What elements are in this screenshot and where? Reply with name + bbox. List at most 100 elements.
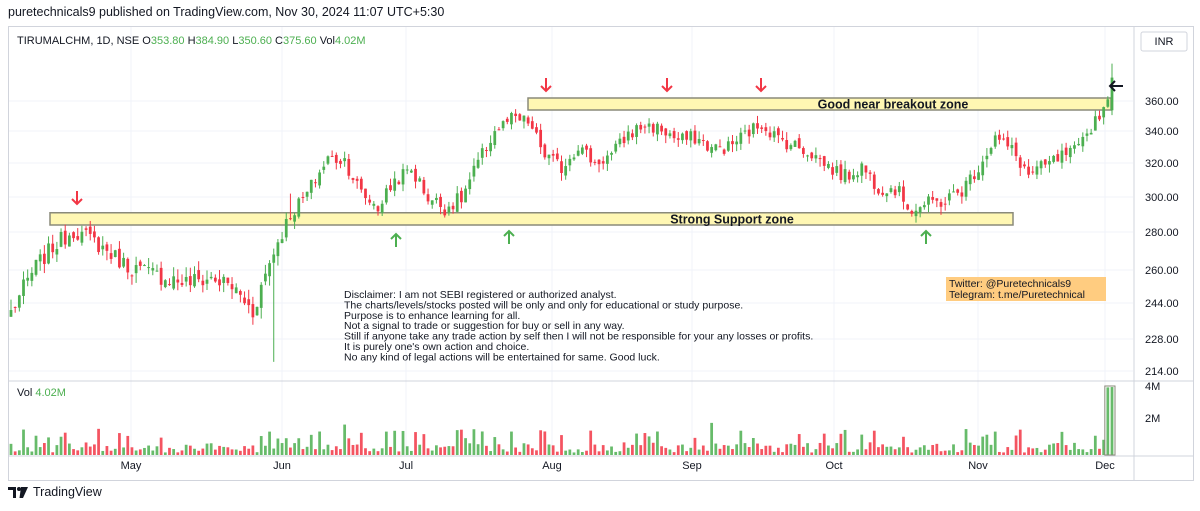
- candle[interactable]: [1048, 155, 1051, 173]
- candle[interactable]: [989, 146, 993, 156]
- candle[interactable]: [847, 169, 851, 184]
- candle[interactable]: [405, 165, 409, 175]
- candle[interactable]: [580, 144, 584, 156]
- candle[interactable]: [93, 225, 96, 243]
- candle[interactable]: [993, 131, 997, 149]
- candle[interactable]: [497, 127, 501, 131]
- candle[interactable]: [276, 238, 280, 266]
- candle[interactable]: [480, 143, 484, 165]
- candle[interactable]: [518, 113, 522, 121]
- candle[interactable]: [22, 271, 25, 305]
- candle[interactable]: [297, 197, 301, 219]
- candle[interactable]: [864, 165, 868, 180]
- candle[interactable]: [147, 258, 151, 275]
- candle[interactable]: [939, 198, 943, 215]
- candle[interactable]: [476, 152, 480, 169]
- candle[interactable]: [706, 140, 709, 152]
- candle[interactable]: [1052, 154, 1055, 164]
- candle[interactable]: [743, 124, 747, 135]
- candle[interactable]: [435, 193, 438, 204]
- candle[interactable]: [856, 171, 859, 183]
- candle[interactable]: [1056, 149, 1060, 162]
- candle[interactable]: [309, 179, 313, 200]
- candle[interactable]: [547, 154, 551, 166]
- candle[interactable]: [501, 120, 505, 131]
- candle[interactable]: [626, 125, 630, 145]
- candle[interactable]: [259, 282, 263, 319]
- candle[interactable]: [289, 193, 292, 221]
- candle[interactable]: [34, 259, 38, 277]
- candle[interactable]: [947, 189, 951, 206]
- candle[interactable]: [972, 169, 976, 183]
- candle[interactable]: [981, 155, 985, 181]
- candle[interactable]: [539, 123, 543, 155]
- candle[interactable]: [585, 143, 588, 158]
- candle[interactable]: [756, 115, 759, 134]
- candle[interactable]: [639, 121, 643, 134]
- candle[interactable]: [447, 201, 451, 216]
- candle[interactable]: [376, 205, 380, 216]
- candle[interactable]: [372, 201, 376, 210]
- candle[interactable]: [401, 163, 405, 192]
- candle[interactable]: [1093, 110, 1097, 131]
- candle[interactable]: [430, 200, 434, 209]
- candle[interactable]: [151, 262, 155, 276]
- candle[interactable]: [852, 168, 855, 182]
- candle[interactable]: [676, 132, 680, 147]
- candle[interactable]: [97, 236, 100, 255]
- candle[interactable]: [280, 231, 284, 244]
- candle[interactable]: [918, 206, 922, 218]
- candle[interactable]: [789, 143, 793, 151]
- candle[interactable]: [760, 125, 764, 133]
- candle[interactable]: [1077, 137, 1081, 146]
- candle[interactable]: [113, 249, 117, 258]
- candle[interactable]: [510, 111, 513, 130]
- candle[interactable]: [877, 188, 880, 196]
- candle[interactable]: [968, 170, 972, 191]
- candle[interactable]: [222, 274, 226, 293]
- candle[interactable]: [735, 135, 739, 152]
- candle[interactable]: [1043, 159, 1047, 168]
- candle[interactable]: [351, 177, 355, 184]
- candle[interactable]: [393, 171, 397, 197]
- price-chart[interactable]: Good near breakout zone Strong Support zo…: [0, 0, 1200, 482]
- candle[interactable]: [293, 212, 296, 229]
- candle[interactable]: [810, 151, 814, 162]
- candle[interactable]: [42, 245, 46, 274]
- candle[interactable]: [1068, 145, 1072, 164]
- candle[interactable]: [314, 178, 317, 188]
- candle[interactable]: [643, 124, 647, 134]
- candle[interactable]: [806, 154, 809, 162]
- candle[interactable]: [226, 277, 230, 286]
- candle[interactable]: [535, 123, 538, 135]
- candle[interactable]: [701, 134, 705, 146]
- candle[interactable]: [464, 185, 467, 203]
- candle[interactable]: [964, 177, 968, 201]
- candle[interactable]: [726, 136, 730, 152]
- candle[interactable]: [931, 191, 935, 204]
- candle[interactable]: [1031, 166, 1035, 175]
- candle[interactable]: [397, 180, 401, 185]
- candle[interactable]: [84, 226, 88, 237]
- candle[interactable]: [776, 126, 780, 144]
- candle[interactable]: [860, 161, 864, 184]
- candle[interactable]: [17, 294, 21, 312]
- candle[interactable]: [489, 135, 492, 157]
- candle[interactable]: [560, 155, 563, 181]
- candle[interactable]: [843, 160, 847, 185]
- candle[interactable]: [543, 143, 547, 160]
- candle[interactable]: [172, 267, 176, 291]
- candle[interactable]: [1106, 96, 1110, 108]
- candle[interactable]: [255, 306, 259, 316]
- candle[interactable]: [781, 130, 784, 142]
- candle[interactable]: [689, 128, 693, 148]
- candle[interactable]: [647, 118, 651, 134]
- candle[interactable]: [418, 176, 422, 182]
- candle[interactable]: [868, 170, 872, 181]
- candle[interactable]: [576, 145, 580, 157]
- candle[interactable]: [209, 272, 213, 280]
- candle[interactable]: [622, 130, 626, 148]
- candle[interactable]: [739, 127, 743, 150]
- candle[interactable]: [38, 249, 42, 271]
- candle[interactable]: [751, 122, 755, 138]
